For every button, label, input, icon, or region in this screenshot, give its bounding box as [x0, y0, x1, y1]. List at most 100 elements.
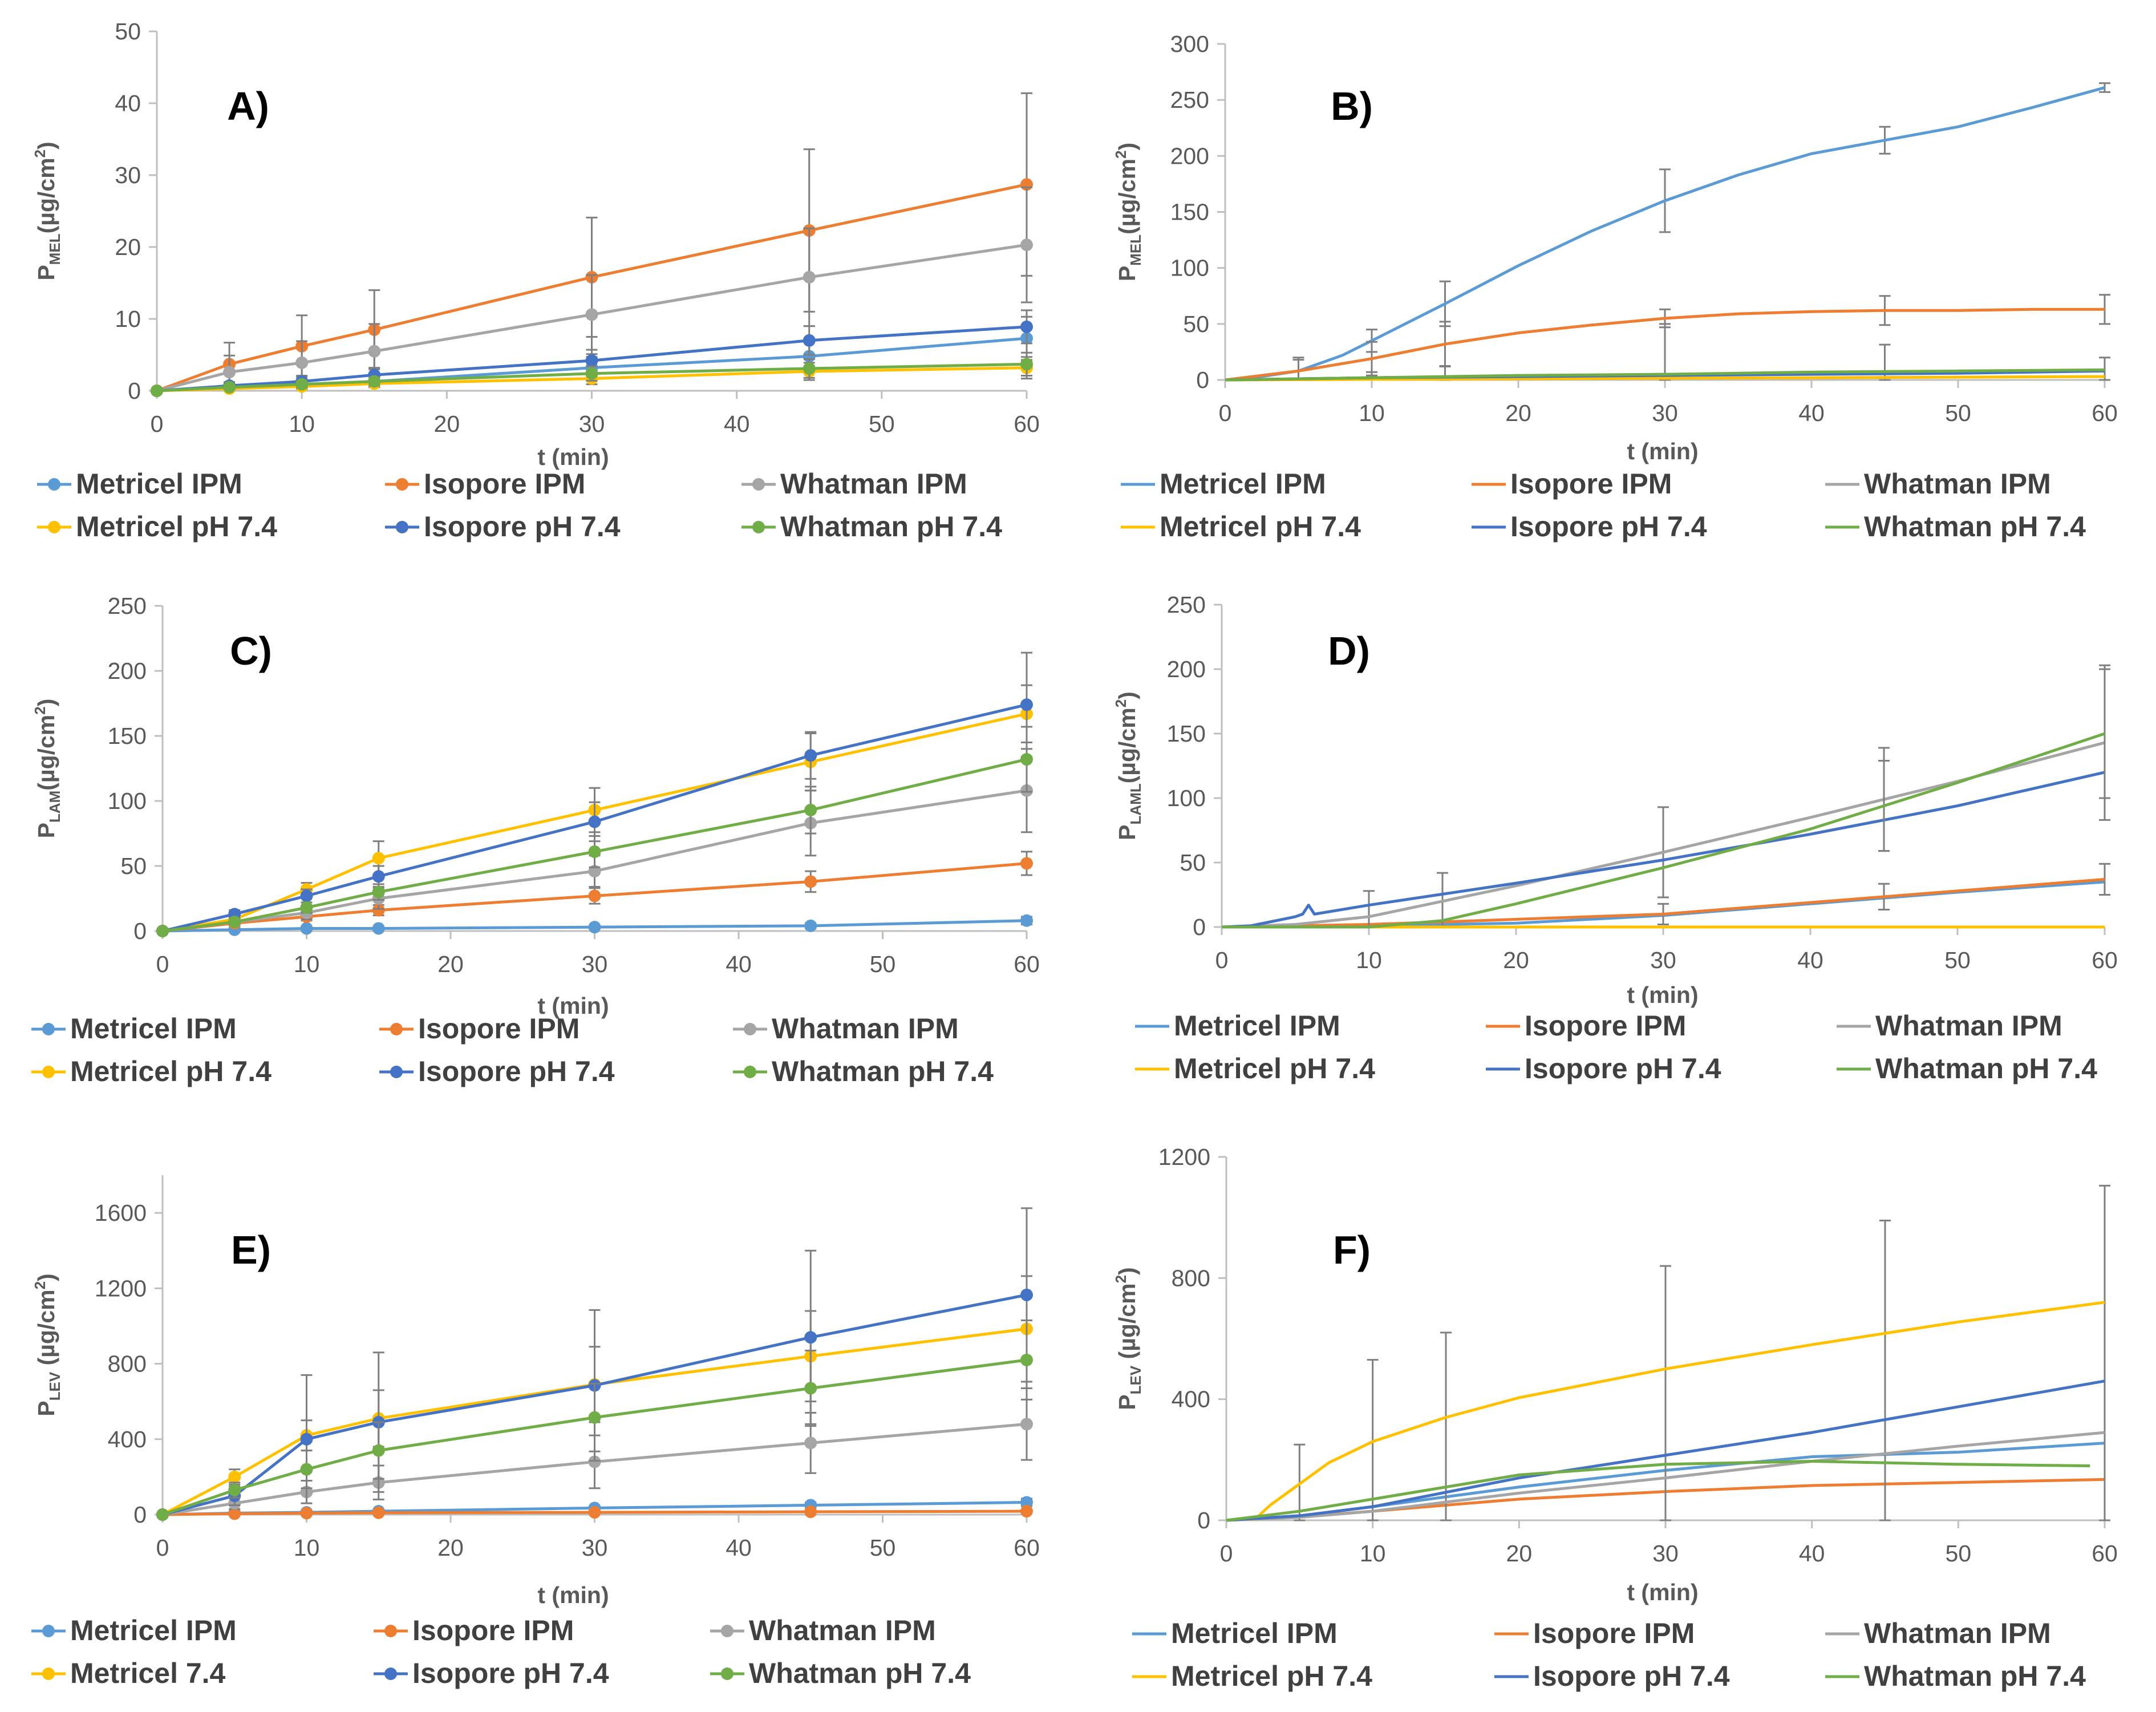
legend-label: Metricel pH 7.4: [1174, 1053, 1375, 1084]
series-line: [1226, 1379, 2105, 1522]
series-line: [1226, 1431, 2105, 1522]
legend-label: Isopore pH 7.4: [1533, 1660, 1730, 1692]
x-tick-label: 30: [1652, 1540, 1679, 1567]
x-tick-label: 0: [1220, 1540, 1233, 1567]
series-whatman-ph: [156, 726, 1033, 937]
legend-entry: Metricel pH 7.4: [37, 511, 277, 543]
data-point: [372, 885, 385, 899]
panel-e-chart: 0 400 800 1200 1600 0 10 20 30 40 50 60 t (min) PLEV …: [31, 1175, 1040, 1689]
legend-label: Isopore IPM: [1510, 468, 1672, 500]
series-whatman-ph: [156, 1320, 1033, 1521]
data-point: [300, 922, 313, 935]
data-point: [1020, 753, 1033, 766]
y-tick-label: 0: [128, 378, 141, 404]
y-tick-label: 250: [1170, 87, 1209, 113]
y-tick-label: 150: [1167, 721, 1206, 747]
legend-entry: Whatman IPM: [1825, 468, 2051, 500]
y-axis-title-sub: MEL: [1127, 234, 1144, 266]
series-whatman-ph: [151, 351, 1033, 397]
legend-entry: Whatman IPM: [1837, 1010, 2062, 1042]
data-point: [1020, 1505, 1033, 1518]
series-isopore-ipm: [1221, 863, 2110, 929]
legend-swatch-marker: [42, 1023, 55, 1035]
series-whatman-ipm: [1221, 664, 2110, 929]
data-point: [228, 1484, 241, 1497]
x-tick-label: 20: [1506, 1540, 1533, 1567]
y-axis-title-sup: 2: [1112, 150, 1129, 158]
data-point: [1020, 914, 1033, 927]
series-line: [1221, 877, 2105, 929]
y-axis-title-close: ): [33, 1273, 59, 1281]
legend-entry: Metricel pH 7.4: [31, 1055, 271, 1087]
data-point: [300, 901, 313, 914]
legend-swatch-marker: [42, 1066, 55, 1078]
legend-label: Metricel pH 7.4: [1171, 1660, 1372, 1692]
legend-label: Isopore pH 7.4: [1525, 1053, 1721, 1084]
legend-entry: Whatman pH 7.4: [1825, 1660, 2086, 1692]
y-tick-label: 50: [1183, 311, 1209, 337]
legend-entry: Metricel IPM: [31, 1614, 237, 1646]
legend-swatch-marker: [752, 521, 765, 533]
legend-label: Whatman pH 7.4: [1875, 1053, 2097, 1084]
legend-label: Isopore pH 7.4: [418, 1055, 615, 1087]
panel-label: F): [1333, 1228, 1371, 1272]
x-axis-title: t (min): [1627, 1579, 1698, 1605]
y-tick-label: 0: [133, 918, 147, 944]
x-tick-label: 40: [1798, 400, 1825, 426]
legend-label: Whatman pH 7.4: [780, 511, 1002, 543]
data-point: [372, 852, 385, 865]
legend-entry: Metricel IPM: [31, 1013, 237, 1045]
legend-swatch-marker: [48, 521, 60, 533]
panel-label: A): [227, 84, 269, 128]
legend-label: Whatman IPM: [1875, 1010, 2062, 1042]
series-line: [1225, 86, 2105, 382]
legend-entry: Isopore IPM: [374, 1614, 574, 1646]
y-tick-label: 100: [108, 788, 147, 814]
data-point: [1020, 1288, 1033, 1301]
legend-entry: Isopore IPM: [1494, 1617, 1695, 1649]
x-tick-label: 20: [434, 411, 460, 437]
legend-entry: Metricel 7.4: [31, 1657, 226, 1689]
legend-swatch-marker: [721, 1625, 733, 1637]
y-axis-title-sup: 2: [31, 706, 48, 714]
legend-label: Whatman pH 7.4: [772, 1055, 994, 1087]
data-point: [804, 875, 817, 888]
series-isopore-ph: [1221, 771, 2105, 929]
x-tick-label: 50: [869, 411, 895, 437]
x-axis-title: t (min): [537, 993, 609, 1019]
x-tick-label: 50: [1945, 400, 1971, 426]
data-point: [372, 1506, 385, 1519]
data-point: [804, 919, 817, 932]
data-point: [1020, 320, 1033, 333]
legend-entry: Isopore pH 7.4: [1494, 1660, 1730, 1692]
y-axis-title-close: ): [33, 699, 59, 707]
data-point: [368, 345, 381, 358]
x-tick-label: 20: [437, 951, 464, 977]
x-tick-label: 0: [156, 951, 169, 977]
x-tick-label: 0: [1219, 400, 1232, 426]
x-tick-label: 40: [726, 951, 752, 977]
series-whatman-ph: [1222, 668, 2110, 929]
legend-swatch-marker: [48, 478, 60, 491]
data-point: [368, 375, 381, 388]
legend-label: Isopore pH 7.4: [1510, 511, 1707, 543]
y-axis-title-unit: (µg/cm: [1114, 707, 1140, 783]
data-point: [803, 362, 816, 375]
legend-entry: Whatman pH 7.4: [710, 1657, 971, 1689]
data-point: [588, 1455, 601, 1468]
x-tick-label: 50: [870, 1535, 896, 1561]
panel-a-chart: 0 10 20 30 40 50 0 10 20 30 40 50 60 t (min) PMEL(µg/c…: [31, 18, 1040, 543]
legend-entry: Isopore IPM: [1472, 468, 1672, 500]
y-tick-label: 250: [1167, 592, 1206, 618]
x-axis-title: t (min): [1627, 438, 1698, 464]
x-tick-label: 60: [1014, 411, 1040, 437]
y-tick-label: 0: [1196, 367, 1209, 393]
data-point: [223, 381, 236, 394]
y-axis-title-sup: 2: [31, 1281, 48, 1289]
legend-entry: Isopore pH 7.4: [385, 511, 621, 543]
x-tick-label: 60: [2092, 400, 2118, 426]
y-axis-title: PLAML(µg/cm2): [1112, 691, 1144, 840]
x-axis-title: t (min): [1627, 982, 1698, 1008]
legend-swatch-marker: [396, 478, 408, 491]
data-point: [228, 916, 241, 929]
